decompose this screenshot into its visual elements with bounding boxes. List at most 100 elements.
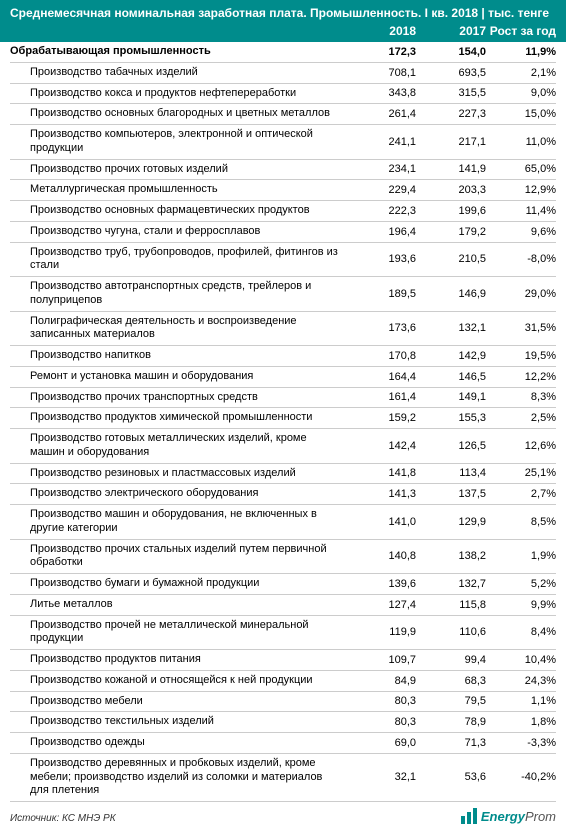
cell-growth: -8,0% [486, 253, 556, 265]
cell-2018: 173,6 [346, 322, 416, 334]
cell-name: Производство мебели [10, 695, 346, 709]
cell-growth: 8,4% [486, 626, 556, 638]
table-row: Производство электрического оборудования… [10, 484, 556, 505]
cell-name: Производство напитков [10, 349, 346, 363]
cell-growth: 9,0% [486, 87, 556, 99]
cell-name: Производство прочих стальных изделий пут… [10, 543, 346, 571]
cell-2017: 693,5 [416, 67, 486, 79]
cell-growth: 12,6% [486, 440, 556, 452]
cell-2018: 261,4 [346, 108, 416, 120]
cell-2017: 126,5 [416, 440, 486, 452]
logo: EnergyProm [461, 808, 556, 824]
cell-2018: 234,1 [346, 163, 416, 175]
table-row: Производство основных благородных и цвет… [10, 104, 556, 125]
cell-growth: 8,3% [486, 391, 556, 403]
table-row: Производство прочей не металлической мин… [10, 616, 556, 651]
table-row: Ремонт и установка машин и оборудования1… [10, 367, 556, 388]
logo-text: EnergyProm [481, 809, 556, 824]
table-header: Среднемесячная номинальная заработная пл… [0, 0, 566, 42]
table-title: Среднемесячная номинальная заработная пл… [10, 6, 556, 24]
cell-growth: 12,2% [486, 371, 556, 383]
cell-growth: 1,9% [486, 550, 556, 562]
cell-name: Производство деревянных и пробковых изде… [10, 757, 346, 798]
cell-name: Обрабатывающая промышленность [10, 45, 346, 59]
cell-name: Производство прочей не металлической мин… [10, 619, 346, 647]
cell-2017: 210,5 [416, 253, 486, 265]
cell-growth: 11,0% [486, 136, 556, 148]
cell-name: Производство чугуна, стали и ферросплаво… [10, 225, 346, 239]
cell-name: Производство основных благородных и цвет… [10, 107, 346, 121]
cell-2017: 149,1 [416, 391, 486, 403]
cell-name: Производство автотранспортных средств, т… [10, 280, 346, 308]
cell-growth: 1,1% [486, 695, 556, 707]
cell-2018: 164,4 [346, 371, 416, 383]
cell-2017: 146,9 [416, 288, 486, 300]
cell-2017: 71,3 [416, 737, 486, 749]
cell-2017: 217,1 [416, 136, 486, 148]
cell-growth: 8,5% [486, 516, 556, 528]
cell-2018: 80,3 [346, 716, 416, 728]
cell-2017: 199,6 [416, 205, 486, 217]
table-row: Литье металлов127,4115,89,9% [10, 595, 556, 616]
cell-name: Производство продуктов питания [10, 653, 346, 667]
cell-name: Производство готовых металлических издел… [10, 432, 346, 460]
col-header-growth: Рост за год [486, 24, 556, 38]
cell-name: Производство прочих готовых изделий [10, 163, 346, 177]
cell-growth: 9,9% [486, 599, 556, 611]
cell-growth: 11,9% [486, 46, 556, 58]
cell-2018: 32,1 [346, 771, 416, 783]
cell-2017: 113,4 [416, 467, 486, 479]
col-header-name [10, 24, 346, 38]
cell-name: Полиграфическая деятельность и воспроизв… [10, 315, 346, 343]
table-row: Производство готовых металлических издел… [10, 429, 556, 464]
table-row: Производство табачных изделий708,1693,52… [10, 63, 556, 84]
table-row: Производство прочих готовых изделий234,1… [10, 160, 556, 181]
cell-2018: 139,6 [346, 578, 416, 590]
table-row: Производство резиновых и пластмассовых и… [10, 464, 556, 485]
cell-growth: 31,5% [486, 322, 556, 334]
table-row: Производство основных фармацевтических п… [10, 201, 556, 222]
cell-2017: 68,3 [416, 675, 486, 687]
cell-2018: 241,1 [346, 136, 416, 148]
cell-2017: 99,4 [416, 654, 486, 666]
table-row: Производство кожаной и относящейся к ней… [10, 671, 556, 692]
cell-2017: 203,3 [416, 184, 486, 196]
table-body: Обрабатывающая промышленность172,3154,01… [0, 42, 566, 802]
cell-2018: 127,4 [346, 599, 416, 611]
col-header-2018: 2018 [346, 24, 416, 38]
cell-2018: 193,6 [346, 253, 416, 265]
cell-name: Производство основных фармацевтических п… [10, 204, 346, 218]
table-row: Производство чугуна, стали и ферросплаво… [10, 222, 556, 243]
cell-name: Производство кожаной и относящейся к ней… [10, 674, 346, 688]
cell-name: Производство машин и оборудования, не вк… [10, 508, 346, 536]
cell-2018: 140,8 [346, 550, 416, 562]
column-headers: 2018 2017 Рост за год [10, 24, 556, 38]
cell-growth: -3,3% [486, 737, 556, 749]
cell-name: Металлургическая промышленность [10, 183, 346, 197]
col-header-2017: 2017 [416, 24, 486, 38]
table-row: Производство труб, трубопроводов, профил… [10, 243, 556, 278]
cell-name: Производство прочих транспортных средств [10, 391, 346, 405]
cell-2017: 115,8 [416, 599, 486, 611]
cell-2017: 179,2 [416, 226, 486, 238]
table-row: Производство текстильных изделий80,378,9… [10, 712, 556, 733]
cell-2017: 146,5 [416, 371, 486, 383]
cell-growth: 25,1% [486, 467, 556, 479]
cell-growth: 65,0% [486, 163, 556, 175]
cell-name: Производство текстильных изделий [10, 715, 346, 729]
cell-growth: 2,7% [486, 488, 556, 500]
cell-name: Литье металлов [10, 598, 346, 612]
table-row: Производство компьютеров, электронной и … [10, 125, 556, 160]
table-row: Производство деревянных и пробковых изде… [10, 754, 556, 802]
cell-2018: 141,8 [346, 467, 416, 479]
cell-growth: 2,5% [486, 412, 556, 424]
table-row: Полиграфическая деятельность и воспроизв… [10, 312, 556, 347]
table-row: Производство прочих транспортных средств… [10, 388, 556, 409]
cell-2017: 138,2 [416, 550, 486, 562]
table-row: Производство напитков170,8142,919,5% [10, 346, 556, 367]
cell-2018: 196,4 [346, 226, 416, 238]
cell-name: Ремонт и установка машин и оборудования [10, 370, 346, 384]
table-row: Производство автотранспортных средств, т… [10, 277, 556, 312]
table-row: Производство мебели80,379,51,1% [10, 692, 556, 713]
cell-name: Производство бумаги и бумажной продукции [10, 577, 346, 591]
